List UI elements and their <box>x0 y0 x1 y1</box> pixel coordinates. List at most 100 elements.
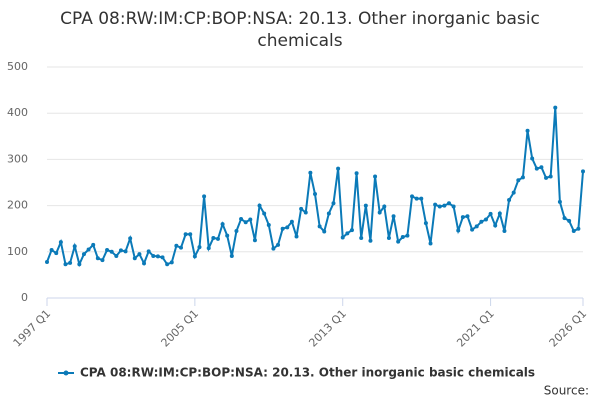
point <box>465 214 470 219</box>
chart-title: CPA 08:RW:IM:CP:BOP:NSA: 20.13. Other in… <box>60 9 540 51</box>
point <box>354 171 359 176</box>
point <box>280 226 285 231</box>
source-label: Source: <box>544 384 589 398</box>
point <box>95 256 100 261</box>
point <box>349 228 354 233</box>
point <box>581 169 585 174</box>
legend-marker <box>63 370 69 376</box>
point <box>428 241 433 246</box>
point <box>109 249 114 254</box>
point <box>105 247 110 252</box>
point <box>239 216 244 221</box>
point <box>326 211 331 216</box>
point <box>142 261 147 266</box>
point <box>391 214 396 219</box>
point <box>313 192 317 197</box>
point <box>225 233 230 238</box>
point <box>345 231 350 236</box>
point <box>322 229 327 234</box>
point <box>54 251 59 256</box>
point <box>544 175 549 180</box>
point <box>100 258 105 263</box>
point <box>72 244 77 249</box>
point <box>410 194 415 199</box>
point <box>215 236 220 241</box>
point <box>534 166 539 171</box>
point <box>266 223 271 228</box>
point <box>49 247 54 252</box>
point <box>165 262 170 267</box>
point <box>68 260 73 265</box>
point <box>571 229 576 234</box>
point <box>483 217 488 222</box>
y-tick-label: 400 <box>7 106 28 119</box>
point <box>262 211 267 216</box>
point <box>479 219 484 224</box>
point <box>188 232 193 237</box>
point <box>474 224 479 229</box>
y-tick-label: 300 <box>7 152 28 165</box>
point <box>206 246 211 251</box>
point <box>299 206 304 211</box>
point <box>493 223 498 228</box>
point <box>63 262 68 267</box>
point <box>146 249 151 254</box>
point <box>400 235 405 240</box>
point <box>294 234 299 239</box>
point <box>520 175 525 180</box>
point <box>456 228 461 233</box>
point <box>151 253 156 258</box>
x-tick-label: 2021 Q1 <box>454 307 497 350</box>
point <box>340 235 345 240</box>
point <box>386 235 391 240</box>
point <box>234 229 239 234</box>
point <box>174 243 179 248</box>
x-tick-label: 2013 Q1 <box>306 307 349 350</box>
point <box>336 166 341 171</box>
y-tick-label: 500 <box>7 60 28 73</box>
point <box>516 178 521 183</box>
point <box>567 218 572 223</box>
point <box>437 204 442 209</box>
point <box>123 249 128 254</box>
point <box>373 174 378 179</box>
point <box>118 248 123 253</box>
point <box>433 202 438 207</box>
point <box>155 254 160 259</box>
point <box>419 196 424 201</box>
series-line <box>46 107 584 268</box>
x-tick-label: 1997 Q1 <box>11 307 54 350</box>
point <box>405 233 410 238</box>
point <box>359 235 364 240</box>
point <box>303 210 308 215</box>
point <box>530 156 535 161</box>
point <box>414 196 419 201</box>
point <box>160 255 165 260</box>
point <box>451 204 456 209</box>
point <box>562 216 567 221</box>
point <box>442 203 447 208</box>
point <box>81 252 86 257</box>
point <box>58 240 63 245</box>
point <box>229 253 234 258</box>
point <box>192 254 197 259</box>
point <box>91 242 96 247</box>
point <box>308 170 313 175</box>
point <box>470 227 475 232</box>
point <box>382 204 387 209</box>
point <box>285 225 290 230</box>
point <box>169 260 174 265</box>
point <box>548 174 553 179</box>
point <box>331 201 336 206</box>
point <box>368 238 373 243</box>
y-tick-label: 100 <box>7 245 28 258</box>
point <box>197 245 202 250</box>
point <box>257 203 262 208</box>
point <box>317 224 322 229</box>
point <box>447 201 451 206</box>
point <box>132 256 137 261</box>
point <box>553 105 558 110</box>
point <box>86 247 91 252</box>
